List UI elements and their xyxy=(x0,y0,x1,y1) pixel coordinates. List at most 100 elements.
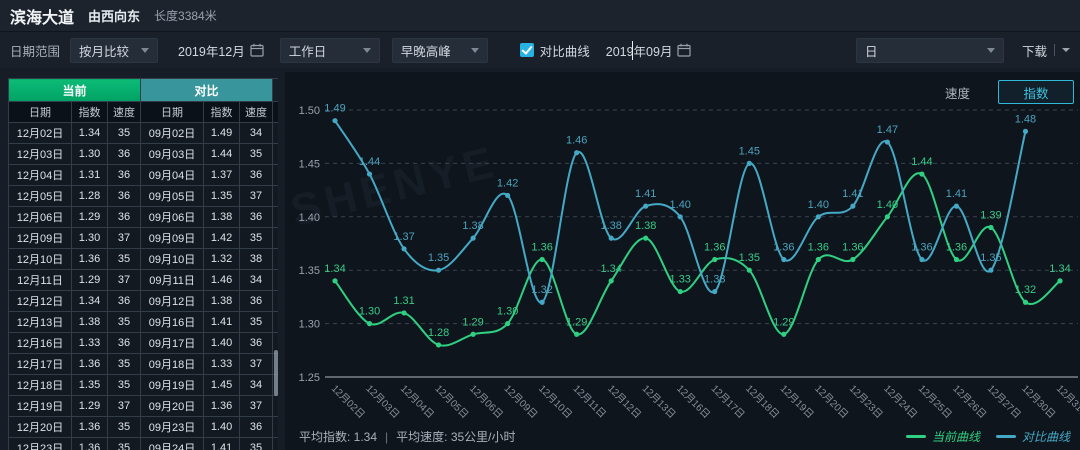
chevron-down-icon xyxy=(470,47,479,53)
cell-cur-date: 12月23日 xyxy=(8,437,72,450)
cell-cur-date: 12月02日 xyxy=(8,122,72,144)
cell-cmp-date: 09月11日 xyxy=(140,269,205,291)
cell-cur-index: 1.28 xyxy=(71,185,108,207)
filter-bar: 日期范围 按月比较 2019年12月 工作日 早晚高峰 对比曲线 xyxy=(0,32,1080,68)
data-point-label: 1.40 xyxy=(877,199,898,211)
tab-speed[interactable]: 速度 xyxy=(944,86,970,101)
cell-cmp-date: 09月05日 xyxy=(140,185,205,207)
x-axis-label: 12月20日 xyxy=(812,383,850,421)
compare-mode-select[interactable]: 按月比较 xyxy=(70,37,159,63)
cell-cur-speed: 36 xyxy=(106,290,142,312)
granularity-value: 日 xyxy=(864,44,878,59)
cell-cur-index: 1.36 xyxy=(71,416,108,438)
download-button[interactable]: 下载 xyxy=(1022,41,1070,60)
data-point xyxy=(850,256,856,263)
data-point xyxy=(712,288,718,295)
cell-cur-date: 12月05日 xyxy=(8,185,72,207)
cell-cmp-date: 09月19日 xyxy=(140,374,205,396)
legend-item-0[interactable]: 当前曲线 xyxy=(905,428,980,445)
peak-type-select[interactable]: 早晚高峰 xyxy=(391,37,488,63)
data-point xyxy=(643,203,649,209)
cell-cmp-date: 09月16日 xyxy=(140,311,205,333)
data-point-label: 1.38 xyxy=(635,220,656,232)
y-axis-tick: 1.30 xyxy=(299,319,320,331)
y-axis-tick: 1.45 xyxy=(299,158,320,170)
data-point-label: 1.35 xyxy=(980,252,1001,264)
cell-cur-date: 12月20日 xyxy=(8,416,72,438)
x-axis-label: 12月17日 xyxy=(709,383,747,421)
legend-item-1[interactable]: 对比曲线 xyxy=(995,428,1070,445)
cell-cmp-index: 1.44 xyxy=(203,143,241,165)
cell-cur-speed: 35 xyxy=(106,248,142,270)
cell-cur-speed: 35 xyxy=(106,311,142,333)
x-axis-label: 12月25日 xyxy=(916,383,954,421)
data-point xyxy=(1022,299,1029,305)
legend-swatch xyxy=(995,435,1016,438)
cell-cmp-index: 1.40 xyxy=(203,416,241,438)
cell-cur-date: 12月11日 xyxy=(8,269,72,291)
data-point xyxy=(435,267,442,273)
x-axis-label: 12月24日 xyxy=(881,383,919,421)
cell-cmp-date: 09月09日 xyxy=(140,227,205,249)
cell-cur-date: 12月16日 xyxy=(8,332,72,354)
data-point-label: 1.29 xyxy=(462,316,483,328)
cell-cur-index: 1.36 xyxy=(71,437,108,450)
cell-change-pct: -5.08 xyxy=(272,185,278,207)
data-point-label: 1.44 xyxy=(911,156,932,168)
data-point-label: 1.29 xyxy=(773,316,794,328)
table-scrollbar[interactable] xyxy=(274,350,278,396)
data-point xyxy=(677,288,683,295)
data-point-label: 1.47 xyxy=(877,124,898,136)
current-month-picker[interactable]: 2019年12月 xyxy=(178,41,264,60)
compare-curve-checkbox[interactable]: 对比曲线 xyxy=(519,41,590,60)
series-line-0 xyxy=(334,172,1061,347)
cell-cmp-speed: 36 xyxy=(239,164,274,186)
cell-cur-index: 1.31 xyxy=(71,164,108,186)
chevron-down-icon xyxy=(362,47,371,53)
y-axis-tick: 1.25 xyxy=(299,372,320,384)
cell-cmp-speed: 34 xyxy=(239,269,274,291)
data-point xyxy=(401,246,407,252)
data-point-label: 1.34 xyxy=(600,263,621,275)
day-type-value: 工作日 xyxy=(288,44,327,59)
x-axis-label: 12月10日 xyxy=(536,383,574,421)
data-point xyxy=(332,278,338,284)
day-type-select[interactable]: 工作日 xyxy=(279,37,380,63)
cell-cmp-speed: 37 xyxy=(239,185,274,207)
cell-cur-date: 12月19日 xyxy=(8,395,72,417)
data-point-label: 1.36 xyxy=(842,242,863,254)
cell-cmp-date: 09月17日 xyxy=(140,332,205,354)
cell-change-pct: 2.89 xyxy=(272,248,278,270)
cell-cur-date: 12月04日 xyxy=(8,164,72,186)
cell-cmp-speed: 36 xyxy=(239,206,274,228)
cell-cmp-speed: 34 xyxy=(239,374,274,396)
tab-index[interactable]: 指数 xyxy=(998,80,1074,104)
x-axis-label: 12月30日 xyxy=(1019,383,1057,421)
data-point xyxy=(539,299,545,305)
data-point-label: 1.36 xyxy=(704,242,725,254)
compare-month-picker[interactable]: 2019年09月 xyxy=(604,40,692,60)
cell-cur-date: 12月17日 xyxy=(8,353,72,375)
x-axis-label: 12月23日 xyxy=(847,383,885,421)
cell-cmp-date: 09月10日 xyxy=(140,248,205,270)
data-point-label: 1.32 xyxy=(1015,284,1036,296)
data-point-label: 1.36 xyxy=(773,242,794,254)
cell-cur-speed: 35 xyxy=(106,416,142,438)
y-axis-tick: 1.35 xyxy=(299,265,320,277)
cell-cmp-index: 1.41 xyxy=(203,311,241,333)
cell-cmp-date: 09月24日 xyxy=(140,437,205,450)
data-point-label: 1.45 xyxy=(739,145,760,157)
data-point xyxy=(746,160,752,166)
data-point-label: 1.41 xyxy=(842,188,863,200)
cell-change-pct: -3.09 xyxy=(272,290,278,312)
x-axis-label: 12月03日 xyxy=(363,383,401,421)
data-point xyxy=(815,256,821,263)
granularity-select[interactable]: 日 xyxy=(855,37,1004,63)
